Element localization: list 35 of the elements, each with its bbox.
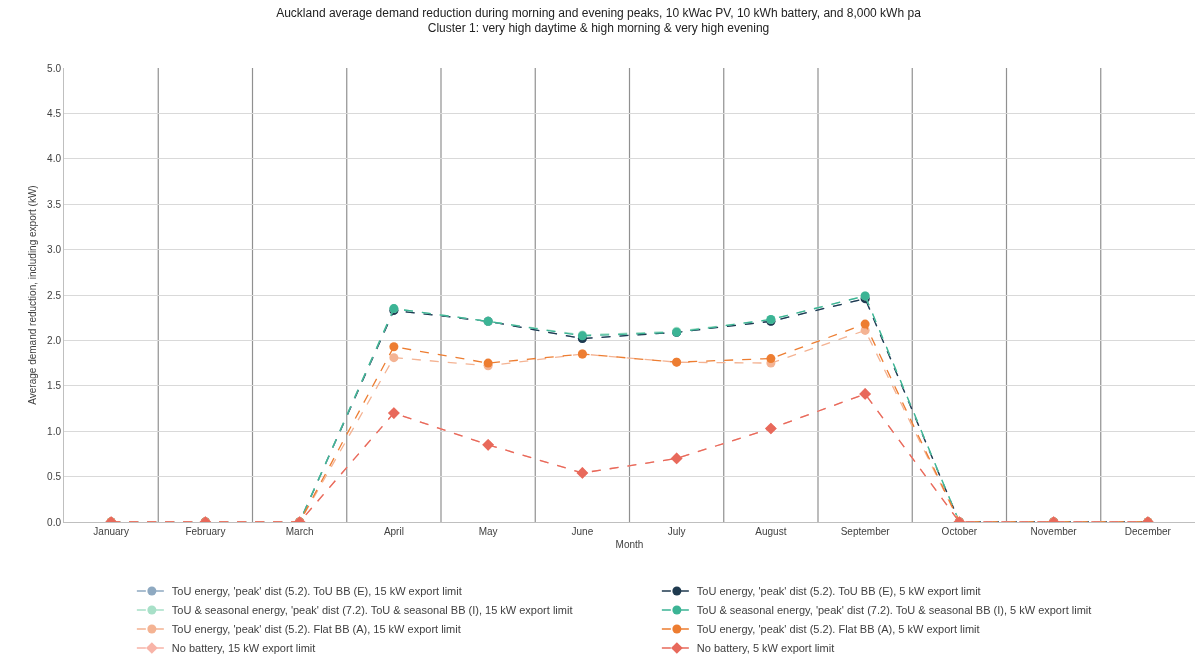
y-tick-label: 5.0 (47, 62, 62, 74)
legend-label: ToU energy, 'peak' dist (5.2). Flat BB (A), 15 kW export limit (171, 623, 461, 636)
chart-subtitle: Cluster 1: very high daytime & high morning & very high evening (427, 21, 770, 36)
y-tick-label: 1.0 (47, 425, 62, 437)
legend-label: ToU energy, 'peak' dist (5.2). Flat BB (A), 5 kW export limit (696, 623, 980, 636)
legend-label: ToU & seasonal energy, 'peak' dist (7.2). ToU & seasonal BB (I), 5 kW export limit (696, 604, 1092, 617)
legend-label: ToU & seasonal energy, 'peak' dist (7.2). ToU & seasonal BB (I), 15 kW export limit (171, 604, 573, 617)
legend-label: ToU energy, 'peak' dist (5.2). ToU BB (E), 15 kW export limit (171, 585, 462, 598)
y-tick-label: 0.0 (47, 516, 62, 528)
legend-label: ToU energy, 'peak' dist (5.2). ToU BB (E), 5 kW export limit (696, 585, 981, 598)
x-tick-label: September (840, 526, 891, 537)
x-tick-label: August (755, 526, 787, 537)
x-tick-label: March (285, 526, 314, 537)
x-tick-label: February (185, 526, 226, 537)
x-tick-label: December (1124, 526, 1172, 537)
y-axis-title: Average demand reduction, including export (kW) (27, 185, 39, 405)
y-tick-label: 2.0 (47, 334, 62, 346)
x-tick-label: June (571, 526, 594, 537)
y-tick-label: 3.5 (47, 198, 62, 210)
y-tick-label: 3.0 (47, 244, 62, 256)
y-tick-label: 1.5 (47, 380, 62, 392)
x-tick-label: July (667, 526, 686, 537)
y-tick-label: 2.5 (47, 289, 62, 301)
x-tick-label: May (478, 526, 498, 537)
y-tick-label: 0.5 (47, 471, 62, 483)
x-tick-label: October (941, 526, 978, 537)
x-tick-label: April (383, 526, 404, 537)
legend-label: No battery, 5 kW export limit (696, 642, 835, 655)
chart-title: Auckland average demand reduction during morning and evening peaks, 10 kWac PV, 10 kWh battery, and 8,000 kWh pa (276, 5, 922, 20)
x-tick-label: January (93, 526, 129, 537)
x-axis-title: Month (615, 538, 644, 550)
y-tick-label: 4.0 (47, 153, 62, 165)
y-tick-label: 4.5 (47, 107, 62, 119)
legend-label: No battery, 15 kW export limit (171, 642, 316, 655)
x-tick-label: November (1030, 526, 1078, 537)
